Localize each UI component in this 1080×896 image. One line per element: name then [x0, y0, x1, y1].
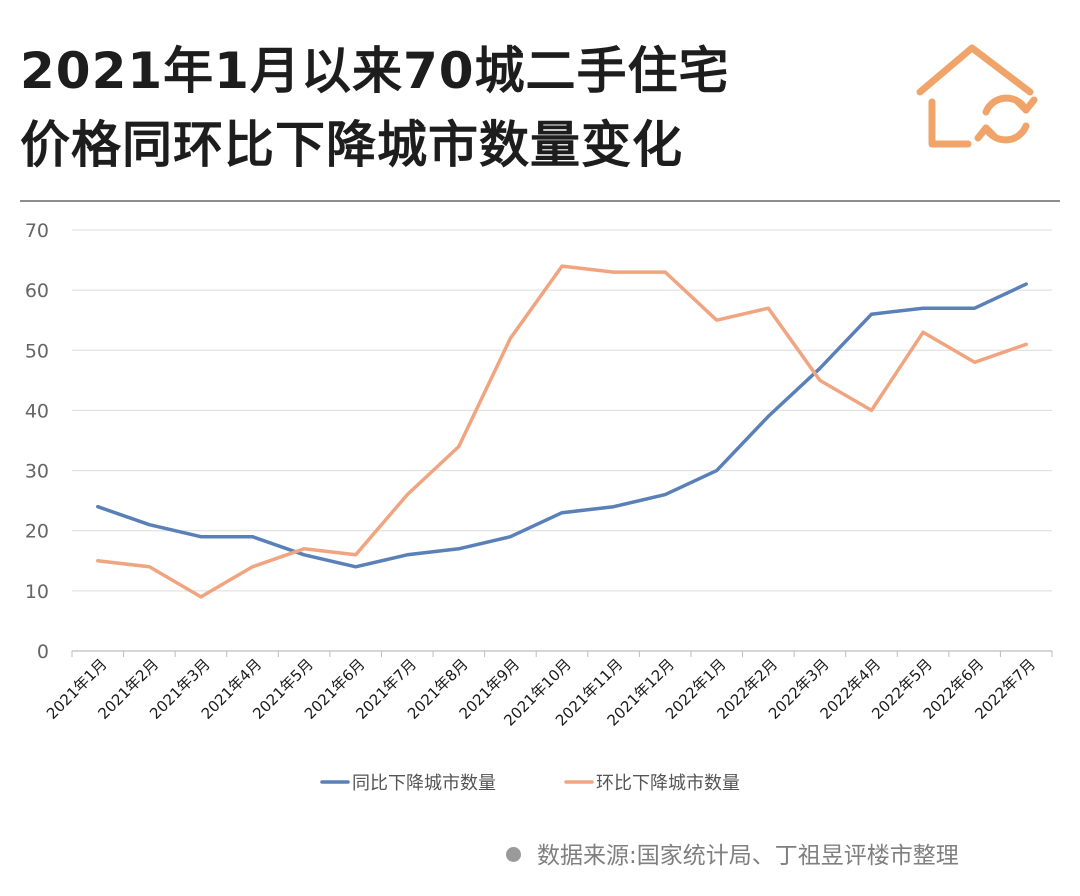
legend-label: 同比下降城市数量	[352, 773, 496, 794]
bullet-icon	[506, 847, 521, 862]
legend-label: 环比下降城市数量	[596, 773, 740, 794]
gridlines	[72, 229, 1052, 592]
y-tick-label: 20	[25, 521, 49, 543]
title-line-1: 2021年1月以来70城二手住宅	[20, 42, 730, 100]
series-line-1	[96, 282, 1028, 569]
source-note: 数据来源:国家统计局、丁祖昱评楼市整理	[506, 836, 959, 870]
title-line-2: 价格同环比下降城市数量变化	[20, 116, 683, 174]
y-tick-label: 0	[37, 641, 49, 663]
y-axis-ticks: 0 10 20 30 40 50 60 70	[25, 220, 49, 663]
y-tick-label: 70	[25, 220, 49, 242]
legend: 同比下降城市数量 环比下降城市数量	[320, 773, 740, 794]
source-text: 数据来源:国家统计局、丁祖昱评楼市整理	[537, 843, 959, 869]
chart-title: 2021年1月以来70城二手住宅 价格同环比下降城市数量变化	[20, 34, 730, 182]
y-tick-label: 30	[25, 461, 49, 483]
series-line-2	[96, 264, 1028, 599]
x-axis: 2021年1月2021年2月2021年3月2021年4月2021年5月2021年…	[43, 650, 1053, 730]
series-lines	[96, 264, 1028, 599]
y-tick-label: 60	[25, 280, 49, 302]
header-divider	[20, 200, 1060, 202]
line-chart: 0 10 20 30 40 50 60 70 2021年1月2021年2月2021年3月202…	[25, 220, 1053, 794]
house-cycle-icon	[916, 44, 1038, 148]
y-tick-label: 40	[25, 400, 49, 422]
y-tick-label: 50	[25, 340, 49, 362]
y-tick-label: 10	[25, 581, 49, 603]
